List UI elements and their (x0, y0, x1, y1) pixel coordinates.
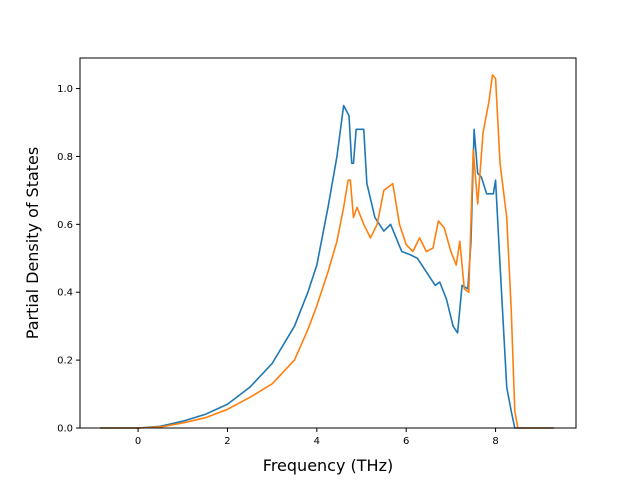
x-tick-label: 4 (314, 436, 320, 447)
x-axis-ticks: 0 2 4 6 8 (135, 428, 499, 447)
x-axis-label: Frequency (THz) (263, 456, 393, 475)
y-tick-label: 0.2 (57, 356, 73, 367)
x-tick-label: 6 (403, 436, 409, 447)
y-axis-label: Partial Density of States (23, 147, 42, 339)
series-layer (100, 74, 554, 429)
x-tick-label: 0 (135, 436, 141, 447)
axes-frame (79, 57, 577, 429)
series-line-2 (100, 74, 554, 429)
x-tick-label: 2 (224, 436, 230, 447)
y-tick-label: 0.8 (57, 152, 73, 163)
y-tick-label: 0.0 (57, 424, 73, 435)
y-tick-label: 0.6 (57, 220, 73, 231)
y-tick-label: 0.4 (57, 288, 73, 299)
x-tick-label: 8 (492, 436, 498, 447)
y-tick-label: 1.0 (57, 84, 73, 95)
series-line-1 (100, 104, 554, 429)
y-axis-ticks: 0.0 0.2 0.4 0.6 0.8 1.0 (57, 84, 80, 435)
